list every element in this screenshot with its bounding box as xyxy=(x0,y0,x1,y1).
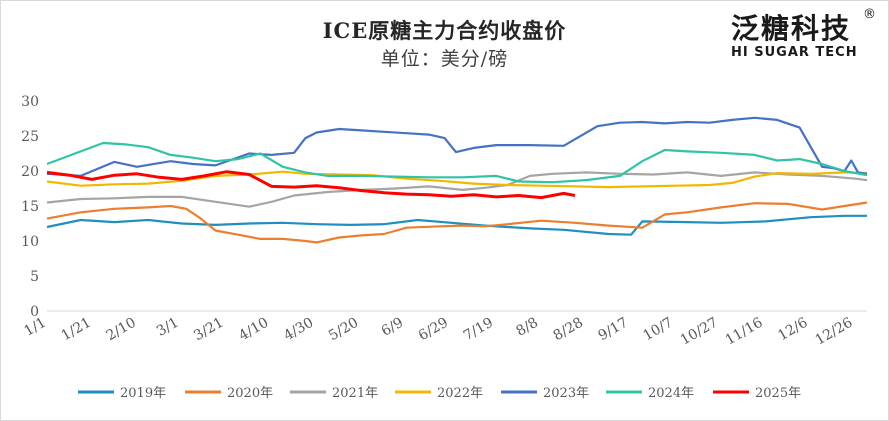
legend: 2019年 2020年 2021年 2022年 2023年 2024年 2025年 xyxy=(78,386,801,401)
y-tick-label: 30 xyxy=(21,94,39,110)
x-tick-label: 9/17 xyxy=(596,315,631,345)
legend-label: 2022年 xyxy=(437,386,483,401)
series-line-2023年 xyxy=(46,116,868,177)
series-line-2025年 xyxy=(46,170,576,200)
legend-label: 2021年 xyxy=(332,386,378,401)
legend-label: 2023年 xyxy=(543,386,589,401)
x-tick-label: 12/6 xyxy=(775,315,810,345)
series-layer xyxy=(46,116,868,244)
y-axis: 0 5 10 15 20 25 30 xyxy=(21,94,39,320)
x-tick-label: 6/29 xyxy=(416,315,451,345)
chart-title: ICE原糖主力合约收盘价 xyxy=(322,18,567,43)
y-tick-label: 0 xyxy=(30,304,39,320)
x-tick-label: 2/10 xyxy=(104,315,139,345)
legend-item: 2025年 xyxy=(713,386,801,401)
legend-item: 2022年 xyxy=(395,386,483,401)
series-line-2019年 xyxy=(46,214,867,236)
legend-label: 2019年 xyxy=(120,386,166,401)
registered-mark-icon: ® xyxy=(863,7,876,22)
legend-label: 2020年 xyxy=(227,386,273,401)
x-tick-label: 11/16 xyxy=(723,315,766,349)
x-tick-label: 8/28 xyxy=(551,315,586,345)
chart-subtitle: 单位：美分/磅 xyxy=(380,48,509,70)
legend-item: 2019年 xyxy=(78,386,166,401)
x-tick-label: 8/8 xyxy=(513,315,541,340)
x-tick-label: 10/27 xyxy=(678,315,721,349)
x-tick-label: 7/19 xyxy=(461,315,496,345)
legend-item: 2023年 xyxy=(501,386,589,401)
series-line-2024年 xyxy=(46,141,868,184)
y-tick-label: 25 xyxy=(21,129,39,145)
x-tick-label: 12/26 xyxy=(813,315,856,349)
y-tick-label: 20 xyxy=(21,164,39,180)
legend-item: 2020年 xyxy=(185,386,273,401)
x-tick-label: 1/21 xyxy=(59,315,94,345)
x-tick-label: 6/9 xyxy=(379,315,407,340)
x-tick-label: 1/1 xyxy=(21,315,49,340)
x-tick-label: 5/20 xyxy=(326,315,361,345)
legend-label: 2024年 xyxy=(648,386,694,401)
y-tick-label: 5 xyxy=(30,269,39,285)
x-tick-label: 3/1 xyxy=(154,315,182,340)
x-tick-label: 4/10 xyxy=(236,315,271,345)
x-tick-label: 10/7 xyxy=(641,315,676,345)
y-tick-label: 10 xyxy=(21,234,39,250)
brand-logo-english: HI SUGAR TECH xyxy=(731,45,858,60)
x-tick-label: 4/30 xyxy=(281,315,316,345)
x-axis: 1/1 1/21 2/10 3/1 3/21 4/10 4/30 5/20 6/9 6/29 7/1… xyxy=(21,310,867,349)
brand-logo-chinese: 泛糖科技 xyxy=(731,12,852,45)
series-line-2021年 xyxy=(46,171,868,208)
legend-item: 2021年 xyxy=(290,386,378,401)
legend-item: 2024年 xyxy=(606,386,694,401)
brand-logo: 泛糖科技 ® HI SUGAR TECH xyxy=(731,7,881,67)
y-tick-label: 15 xyxy=(21,199,39,215)
x-tick-label: 3/21 xyxy=(191,315,226,345)
series-line-2020年 xyxy=(46,201,868,244)
legend-label: 2025年 xyxy=(755,386,801,401)
